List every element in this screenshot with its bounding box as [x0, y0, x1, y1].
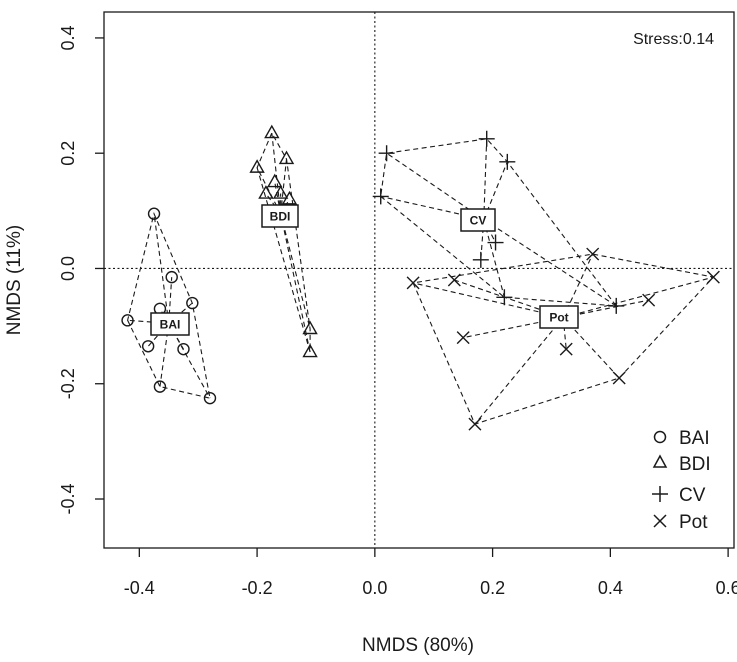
centroid-label-bai: BAI: [150, 312, 190, 336]
point-bdi: [264, 124, 280, 139]
svg-text:CV: CV: [470, 214, 487, 228]
y-axis-label: NMDS (11%): [4, 225, 25, 336]
spider-line-cv: [483, 219, 505, 298]
point-bdi: [278, 150, 295, 165]
centroid-label-bdi: BDI: [261, 204, 299, 228]
spider-line-cv: [483, 219, 617, 307]
point-bai: [147, 207, 161, 220]
point-cv: [478, 130, 495, 147]
point-bdi: [302, 343, 318, 358]
x-tick-label: -0.2: [242, 578, 273, 598]
point-pot: [612, 371, 626, 385]
point-pot: [406, 276, 420, 290]
point-cv: [608, 297, 625, 314]
point-bdi: [272, 185, 289, 199]
y-tick-label: 0.2: [58, 141, 78, 166]
y-tick-label: -0.2: [58, 368, 78, 399]
point-cv: [472, 251, 489, 268]
point-pot: [447, 273, 461, 287]
legend-marker-bdi: [652, 454, 668, 468]
point-pot: [559, 342, 573, 356]
spider-line-bai: [168, 322, 211, 399]
point-cv: [372, 188, 389, 205]
x-tick-label: 0.6: [716, 578, 737, 598]
point-pot: [642, 293, 656, 307]
legend-item-cv: CV: [652, 485, 706, 506]
point-bai: [141, 340, 155, 353]
spider-line-bdi: [280, 213, 311, 353]
point-bai: [186, 296, 199, 310]
spider-line-bai: [127, 319, 169, 324]
x-tick-label: 0.4: [598, 578, 623, 598]
legend-item-bdi: BDI: [652, 454, 711, 475]
spider-line-pot: [563, 276, 714, 318]
point-pot: [468, 417, 482, 431]
point-cv: [487, 234, 504, 251]
x-tick-label: 0.0: [362, 578, 387, 598]
point-pot: [456, 331, 470, 345]
point-bai: [165, 270, 178, 284]
svg-text:BAI: BAI: [160, 318, 181, 332]
spider-line-bai: [168, 277, 173, 324]
legend-label-bdi: BDI: [679, 454, 711, 475]
legend-label-cv: CV: [679, 485, 706, 506]
spider-line-bdi: [280, 213, 311, 330]
y-tick-label: 0.0: [58, 256, 78, 281]
point-bai: [203, 391, 217, 405]
spider-line-cv: [480, 219, 485, 260]
point-bdi: [302, 320, 318, 335]
point-cv: [378, 145, 395, 162]
point-bdi: [249, 159, 265, 173]
centroid-label-cv: CV: [460, 208, 496, 232]
legend-marker-cv: [652, 486, 668, 502]
point-cv: [496, 289, 513, 306]
centroid-label-pot: Pot: [539, 305, 579, 329]
legend-label-pot: Pot: [679, 512, 708, 533]
point-bdi: [258, 185, 274, 199]
point-pot: [586, 247, 600, 261]
legend: BAI BDI CV Pot: [652, 428, 711, 533]
y-tick-label: -0.4: [58, 483, 78, 514]
legend-item-bai: BAI: [653, 428, 710, 449]
plot-frame: [103, 11, 735, 549]
point-bai: [153, 380, 167, 393]
spider-line-pot: [562, 317, 620, 379]
x-tick-label: 0.2: [480, 578, 505, 598]
spider-line-pot: [474, 317, 564, 425]
legend-item-pot: Pot: [653, 512, 708, 533]
svg-text:BDI: BDI: [270, 210, 291, 224]
hull-pot: [412, 253, 715, 425]
legend-label-bai: BAI: [679, 428, 710, 449]
spider-line-cv: [483, 138, 488, 220]
point-bai: [121, 314, 134, 327]
spider-line-bdi: [274, 181, 282, 214]
spider-line-pot: [562, 317, 567, 350]
point-bai: [177, 342, 190, 356]
spider-line-pot: [412, 282, 564, 318]
y-tick-label: 0.4: [58, 25, 78, 50]
point-pot: [706, 270, 720, 284]
x-axis-label: NMDS (80%): [362, 635, 474, 656]
spider-line-pot: [563, 299, 649, 319]
point-cv: [499, 153, 516, 170]
svg-text:Pot: Pot: [549, 311, 568, 325]
x-tick-label: -0.4: [124, 578, 155, 598]
hull-bai: [127, 211, 211, 399]
point-bdi: [267, 173, 283, 188]
legend-marker-pot: [653, 514, 667, 528]
stress-annotation: Stress:0.14: [633, 31, 714, 48]
hull-bdi: [256, 131, 311, 353]
spider-line-bai: [153, 213, 170, 324]
legend-marker-bai: [653, 430, 667, 444]
